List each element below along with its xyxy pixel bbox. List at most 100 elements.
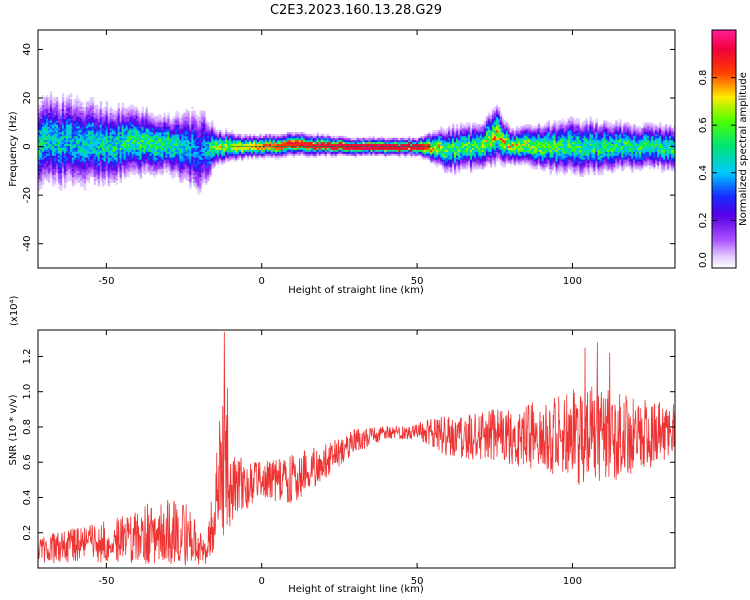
spectrogram-cell: [314, 143, 318, 146]
spectrogram-cell: [135, 151, 138, 154]
spectrogram-cell: [161, 126, 164, 129]
spectrogram-cell: [121, 130, 124, 133]
spectrogram-cell: [83, 137, 87, 141]
spectrogram-cell: [328, 139, 332, 143]
spectrogram-cell: [41, 143, 45, 146]
spectrogram-cell: [85, 161, 89, 164]
spectrogram-cell: [47, 172, 51, 176]
spectrogram-cell: [109, 161, 113, 164]
spectrogram-cell: [442, 130, 445, 133]
spectrogram-cell: [67, 124, 71, 127]
spectrogram-cell: [89, 130, 93, 133]
spectrogram-cell: [75, 180, 79, 183]
spectrogram-cell: [143, 128, 146, 131]
spectrogram-cell: [467, 126, 471, 129]
spectrogram-cell: [93, 145, 97, 148]
spectrogram-cell: [123, 153, 126, 156]
spectrogram-cell: [145, 166, 148, 170]
spectrogram-cell: [81, 157, 85, 160]
spectrogram-cell: [203, 172, 206, 176]
spectrogram-cell: [262, 155, 266, 158]
spectrogram-cell: [159, 118, 162, 121]
spectrogram-cell: [67, 95, 71, 98]
spectrogram-cell: [129, 151, 132, 154]
spectrogram-cell: [241, 157, 244, 160]
spectrogram-cell: [422, 135, 425, 139]
spectrogram-cell: [145, 165, 148, 168]
spectrogram-cell: [460, 143, 463, 146]
spectrogram-cell: [195, 143, 198, 146]
spectrogram-cell: [454, 151, 457, 154]
spectrogram-cell: [456, 141, 459, 145]
spectrogram-cell: [57, 172, 61, 176]
spectrogram-cell: [378, 139, 381, 143]
spectrogram-cell: [328, 137, 332, 141]
spectrogram-cell: [65, 132, 69, 135]
spectrogram-cell: [316, 147, 320, 150]
spectrogram-cell: [119, 153, 123, 156]
spectrogram-cell: [169, 157, 172, 160]
spectrogram-cell: [254, 151, 258, 154]
spectrogram-cell: [129, 124, 132, 127]
spectrogram-cell: [280, 151, 284, 154]
spectrogram-cell: [123, 166, 126, 170]
spectrogram-cell: [55, 147, 59, 150]
spectrogram-cell: [141, 147, 144, 150]
spectrogram-cell: [109, 132, 113, 135]
spectrogram-cell: [197, 192, 200, 195]
spectrogram-cell: [199, 159, 202, 162]
spectrogram-cell: [364, 141, 367, 145]
spectrogram-cell: [123, 149, 126, 152]
spectrogram-cell: [167, 133, 170, 137]
spectrogram-cell: [185, 166, 188, 170]
spectrogram-cell: [38, 157, 41, 160]
spectrogram-cell: [117, 110, 121, 113]
spectrogram-cell: [95, 170, 99, 174]
spectrogram-cell: [296, 137, 300, 141]
spectrogram-cell: [45, 178, 49, 181]
spectrogram-cell: [63, 110, 67, 113]
spectrogram-cell: [93, 149, 97, 152]
spectrogram-cell: [119, 168, 123, 172]
spectrogram-cell: [193, 166, 196, 170]
spectrogram-cell: [452, 147, 455, 150]
spectrogram-cell: [123, 155, 126, 158]
spectrogram-cell: [103, 153, 107, 156]
spectrogram-cell: [69, 95, 73, 98]
spectrogram-cell: [43, 116, 47, 119]
spectrogram-cell: [336, 143, 339, 146]
spectrogram-cell: [465, 151, 469, 154]
spectrogram-cell: [199, 172, 202, 176]
spectrogram-cell: [450, 130, 453, 133]
spectrogram-cell: [179, 145, 182, 148]
spectrogram-cell: [434, 137, 437, 141]
spectrogram-cell: [165, 118, 168, 121]
spectrogram-cell: [59, 110, 63, 113]
spectrogram-cell: [282, 143, 286, 146]
spectrogram-cell: [57, 178, 61, 181]
spectrogram-cell: [448, 132, 451, 135]
spectrogram-cell: [55, 133, 59, 137]
spectrogram-cell: [77, 114, 81, 117]
spectrogram-cell: [467, 155, 471, 158]
spectrogram-cell: [195, 124, 198, 127]
spectrogram-cell: [51, 128, 55, 131]
spectrogram-cell: [187, 137, 190, 141]
spectrogram-cell: [282, 133, 286, 137]
spectrogram-cell: [63, 143, 67, 146]
spectrogram-cell: [346, 139, 349, 143]
spectrogram-cell: [211, 161, 214, 164]
spectrogram-cell: [61, 108, 65, 112]
spectrogram-cell: [456, 126, 459, 129]
spectrogram-cell: [444, 133, 447, 137]
spectrogram-cell: [438, 133, 441, 137]
spectrogram-cell: [77, 165, 81, 168]
spectrogram-cell: [336, 151, 339, 154]
spectrogram-cell: [129, 108, 132, 112]
spectrogram-cell: [105, 166, 109, 170]
spectrogram-cell: [231, 147, 234, 150]
spectrogram-cell: [141, 143, 144, 146]
spectrogram-cell: [268, 137, 272, 141]
spectrogram-cell: [444, 161, 447, 164]
spectrogram-cell: [380, 139, 383, 143]
